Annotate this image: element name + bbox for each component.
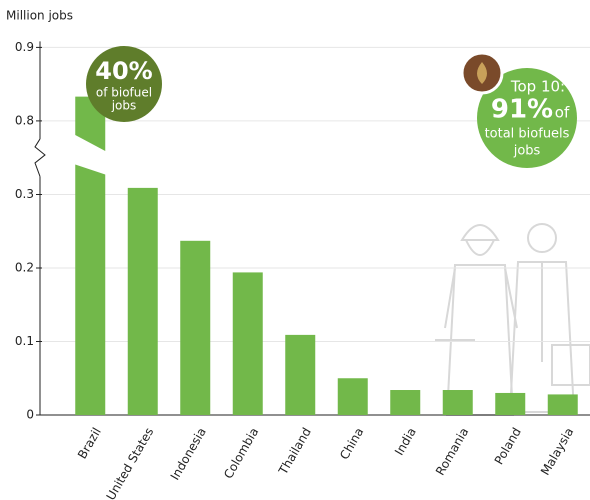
bar [547,394,578,415]
x-tick-label: Thailand [275,425,313,478]
x-tick-label: Brazil [75,425,104,461]
annotation-text: Top 10: [510,78,565,96]
x-tick-label: Romania [433,425,471,477]
x-tick-label: China [337,425,366,462]
y-tick-label: 0.9 [15,40,34,54]
annotation-circle [86,46,162,122]
annotation-circle [477,68,577,168]
annotation-text: total biofuels [485,127,570,142]
bar [442,390,473,415]
x-tick-label: India [392,425,419,458]
bar [337,378,368,415]
bar [75,96,106,416]
workers-illustration [435,223,590,416]
annotation-icon-drop [477,62,487,84]
annotation-text: of [555,104,570,122]
annotation-text: 91% [491,95,553,125]
y-tick-label: 0 [26,408,34,422]
bar [390,390,421,415]
y-axis-label: Million jobs [6,9,73,23]
annotation-text: jobs [513,144,541,159]
y-tick-label: 0.1 [15,334,34,348]
y-tick-label: 0.8 [15,113,34,127]
bar [180,240,211,415]
annotation-text: of biofuel [96,86,152,100]
annotation-text: 40% [95,57,152,85]
x-tick-label: Malaysia [538,425,576,477]
y-tick-label: 0.2 [15,261,34,275]
x-tick-label: United States [104,425,157,500]
y-tick-label: 0.3 [15,187,34,201]
axis-break [34,138,46,177]
bar [495,392,526,415]
bar [232,272,263,415]
x-tick-label: Indonesia [168,425,209,482]
x-tick-label: Colombia [221,425,261,481]
bar [127,187,158,415]
bar [285,334,316,415]
x-tick-label: Poland [492,425,524,467]
annotation-text: jobs [111,99,137,113]
